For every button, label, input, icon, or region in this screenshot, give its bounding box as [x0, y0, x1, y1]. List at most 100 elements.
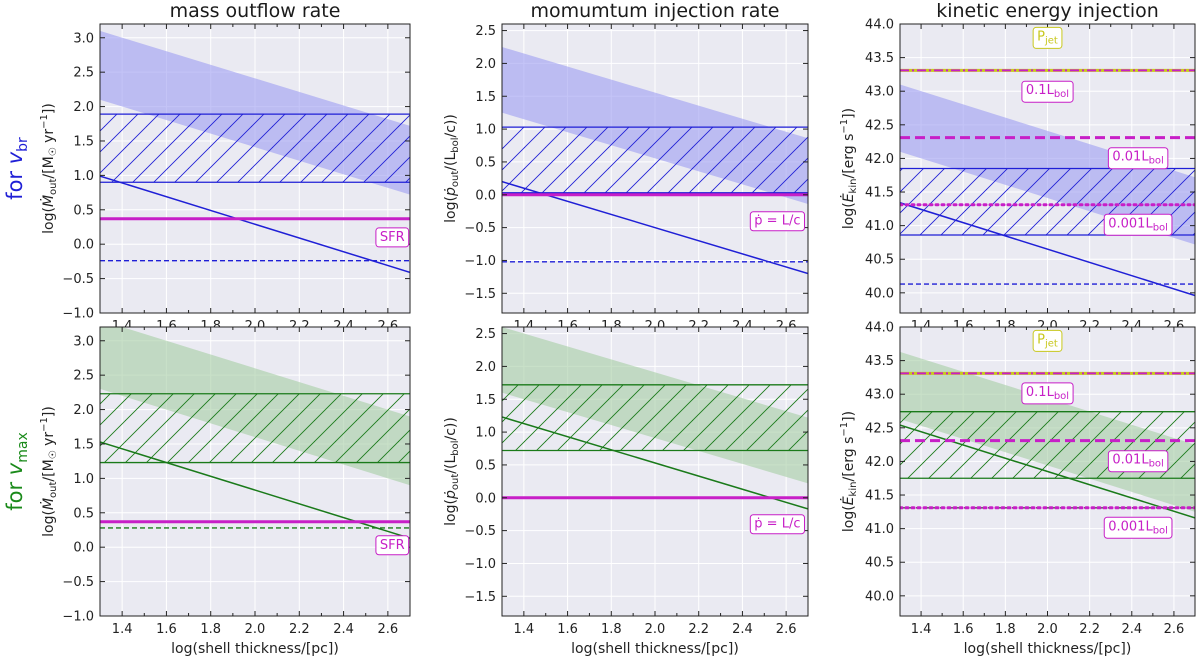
y-tick-label: 3.0 [73, 334, 94, 349]
annotation-box [375, 535, 410, 556]
row-label-prefix: for [3, 164, 27, 200]
y-tick-label: 1.5 [73, 134, 94, 149]
y-tick-label: −1.5 [464, 287, 496, 302]
x-tick-label: 2.4 [732, 622, 753, 637]
panel-mom-top: 1.4 1.6 1.8 2.0 2.2 2.4 2.6−1.5−1.0−0.50.00.51… [443, 0, 809, 354]
annotation-box [1032, 26, 1063, 49]
annotation-box [749, 211, 805, 232]
panels: 1.4 1.6 1.8 2.0 2.2 2.4 2.6 −1.0 −0.5 0.0 0.5 1.0 1.… [39, 0, 1196, 657]
annotation-box [1107, 147, 1169, 170]
row-label-subscript: br [15, 137, 31, 152]
y-tick-label: −0.5 [464, 221, 496, 236]
x-tick-label: 2.0 [645, 622, 666, 637]
y-tick-label: 0.0 [73, 238, 94, 253]
y-tick-label: 1.5 [73, 437, 94, 452]
svg-text:SFR: SFR [380, 538, 405, 553]
y-tick-label: 0.5 [73, 203, 94, 218]
x-tick-label: 2.0 [1037, 622, 1058, 637]
y-tick-label: 43.5 [865, 51, 894, 66]
y-tick-label: 43.0 [865, 388, 894, 403]
ticks: 1.4 1.6 1.8 2.0 2.2 2.4 2.6 −1.0 −0.5 0.0 0.5 1.0 1.… [62, 327, 410, 637]
y-tick-label: −0.5 [464, 524, 496, 539]
y-axis-label: log(ṗout/(Lbol/c)) [443, 417, 461, 526]
y-axis-label: log(Ėkin/[erg s−1]) [839, 411, 859, 532]
y-tick-label: −0.5 [62, 575, 94, 590]
x-tick-label: 1.6 [953, 622, 974, 637]
annotation-sfr: SFR [375, 535, 410, 556]
y-tick-label: 40.0 [865, 286, 894, 301]
x-tick-label: 2.2 [289, 622, 310, 637]
plot-area [100, 327, 410, 539]
plot-area [100, 30, 410, 274]
annotation-0.1lbol: 0.1Lbol [1021, 382, 1074, 405]
annotation--l-c: ṗ = L/c [749, 211, 805, 232]
y-tick-label: 41.0 [865, 522, 894, 537]
row-label-prefix: for [3, 475, 27, 511]
annotation-0.01lbol: 0.01Lbol [1107, 147, 1169, 170]
annotation-0.001lbol: 0.001Lbol [1103, 213, 1173, 236]
hatched-band [100, 114, 410, 183]
x-tick-label: 1.6 [557, 622, 578, 637]
solid-line [900, 202, 1195, 297]
plot-area [502, 327, 808, 510]
annotation-0.1lbol: 0.1Lbol [1021, 80, 1074, 103]
annotation-pjet: Pjet [1032, 26, 1063, 49]
x-axis-label: log(shell thickness/[pc]) [571, 641, 739, 657]
panel-title: kinetic energy injection [936, 0, 1159, 22]
y-axis-label: log(Ṁout/[M☉ yr−1]) [39, 406, 59, 537]
svg-text:0.1Lbol: 0.1Lbol [1026, 385, 1069, 402]
y-tick-label: 2.5 [73, 369, 94, 384]
y-tick-label: 2.0 [73, 100, 94, 115]
y-tick-label: 43.5 [865, 354, 894, 369]
y-tick-label: 2.0 [475, 57, 496, 72]
panel-kin-bot: 1.4 1.6 1.8 2.0 2.2 2.4 2.6 40.0 40.5 41.0 41.5 42.… [839, 321, 1196, 657]
y-tick-label: 2.5 [475, 327, 496, 342]
annotation-box [1103, 516, 1173, 539]
svg-text:ṗ = L/c: ṗ = L/c [754, 517, 800, 532]
annotation-0.001lbol: 0.001Lbol [1103, 516, 1173, 539]
y-tick-label: −1.0 [62, 610, 94, 625]
annotation-box [1107, 450, 1169, 473]
y-tick-label: 1.5 [475, 393, 496, 408]
x-tick-label: 2.4 [1121, 622, 1142, 637]
y-tick-label: 41.0 [865, 219, 894, 234]
y-axis-label: log(Ṁout/[M☉ yr−1]) [39, 103, 59, 234]
hatched-band [100, 393, 410, 463]
x-tick-label: 2.6 [1164, 622, 1185, 637]
panel-mom-bot: 1.4 1.6 1.8 2.0 2.2 2.4 2.6 −1.5 −1.0 −0.5 0.0 0.5 1… [443, 326, 809, 657]
x-tick-label: 2.6 [378, 622, 399, 637]
y-tick-label: 2.5 [475, 24, 496, 39]
solid-line [100, 175, 410, 274]
x-tick-label: 1.8 [601, 622, 622, 637]
x-tick-label: 1.4 [112, 622, 133, 637]
panel-title: mass outflow rate [170, 0, 341, 22]
y-tick-label: 41.5 [865, 489, 894, 504]
hatched-band [502, 127, 808, 193]
row-label-vmax: for vmax [3, 432, 31, 511]
y-tick-label: 0.0 [73, 541, 94, 556]
svg-text:Pjet: Pjet [1037, 29, 1058, 46]
panel-kin-top: 1.4 1.6 1.8 2.0 2.2 2.4 2.640.040.541.041.542.… [839, 0, 1196, 354]
svg-text:SFR: SFR [380, 230, 405, 245]
row-label-vbr: for vbr [3, 137, 31, 200]
y-tick-label: 0.5 [475, 458, 496, 473]
y-tick-label: −1.0 [62, 307, 94, 322]
y-tick-label: 42.5 [865, 421, 894, 436]
x-tick-label: 2.4 [333, 622, 354, 637]
annotation-box [1021, 80, 1074, 103]
annotation-box [1103, 213, 1173, 236]
y-tick-label: −1.0 [464, 557, 496, 572]
x-tick-label: 2.6 [776, 622, 797, 637]
y-axis-label: log(Ėkin/[erg s−1]) [839, 108, 859, 229]
svg-text:0.001Lbol: 0.001Lbol [1108, 519, 1168, 536]
annotation-0.01lbol: 0.01Lbol [1107, 450, 1169, 473]
y-tick-label: 2.0 [475, 360, 496, 375]
y-tick-label: 44.0 [865, 321, 894, 336]
y-tick-label: −1.0 [464, 254, 496, 269]
y-tick-label: 2.0 [73, 403, 94, 418]
ticks: 1.4 1.6 1.8 2.0 2.2 2.4 2.6 −1.5 −1.0 −0.5 0.0 0.5 1… [464, 327, 808, 637]
y-tick-label: 1.0 [73, 472, 94, 487]
x-tick-label: 1.4 [911, 622, 932, 637]
panel-mass-top: 1.4 1.6 1.8 2.0 2.2 2.4 2.6−1.0−0.50.00.51.01.… [39, 0, 411, 354]
